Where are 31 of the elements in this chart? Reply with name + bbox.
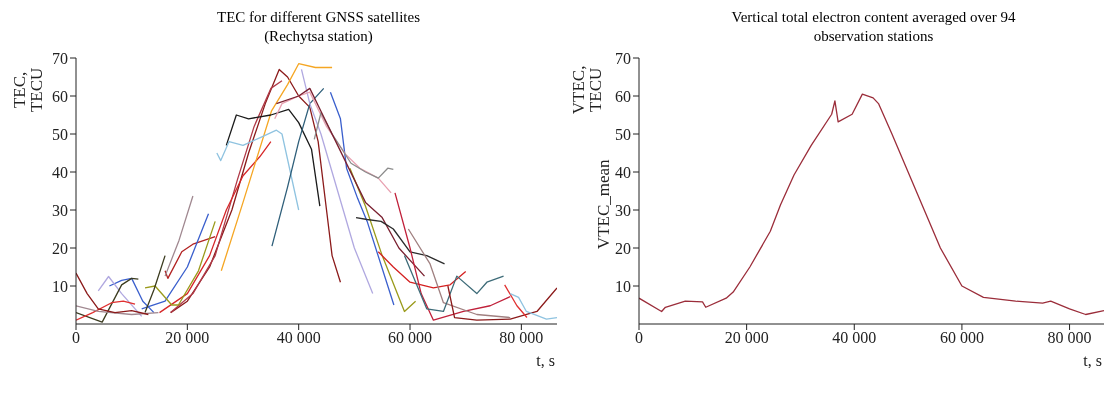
y-tick-label: 50 xyxy=(615,125,631,143)
y-tick-label: 10 xyxy=(615,277,631,295)
y-tick-label: 40 xyxy=(615,163,631,181)
y-tick-label: 60 xyxy=(615,87,631,105)
y-tick-label: 30 xyxy=(52,201,68,219)
x-tick-label: 0 xyxy=(635,329,643,347)
x-tick-label: 20 000 xyxy=(724,329,769,347)
y-tick-label: 60 xyxy=(52,87,68,105)
y-tick-label: 20 xyxy=(615,239,631,257)
x-tick-label: 40 000 xyxy=(832,329,877,347)
x-axis-title: t, s xyxy=(536,352,555,369)
y-tick-label: 30 xyxy=(615,201,631,219)
chart-title: TEC for different GNSS satellites (Rechytsa station) xyxy=(216,8,421,46)
y-tick-label: 70 xyxy=(52,49,68,67)
y-tick-label: 10 xyxy=(52,277,68,295)
x-tick-label: 0 xyxy=(72,329,80,347)
y-tick-label: 40 xyxy=(52,163,68,181)
chart-title: Vertical total electron content averaged over 94 observation stations xyxy=(730,8,1017,46)
y-axis-title: VTEC, TECU xyxy=(569,65,605,115)
x-tick-label: 60 000 xyxy=(388,329,433,347)
x-tick-label: 80 000 xyxy=(1047,329,1092,347)
x-tick-label: 80 000 xyxy=(499,329,544,347)
x-axis-title: t, s xyxy=(1083,352,1102,369)
y-tick-label: 20 xyxy=(52,239,68,257)
x-tick-label: 60 000 xyxy=(939,329,984,347)
text: VTEC_mean xyxy=(594,158,613,250)
x-tick-label: 20 000 xyxy=(165,329,210,347)
x-tick-label: 40 000 xyxy=(276,329,321,347)
y-axis-title: TEC, TECU xyxy=(10,67,46,113)
y-tick-label: 70 xyxy=(615,49,631,67)
y-tick-label: 50 xyxy=(52,125,68,143)
